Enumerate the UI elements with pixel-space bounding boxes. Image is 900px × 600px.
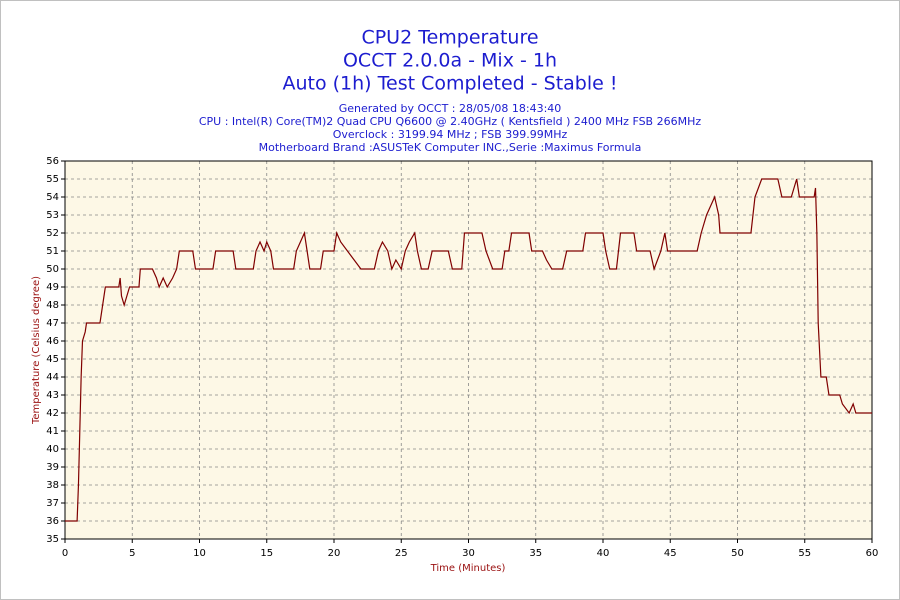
- x-tick-label: 35: [529, 548, 542, 559]
- y-tick-label: 53: [46, 210, 59, 221]
- y-tick-label: 51: [46, 246, 59, 257]
- x-tick-label: 45: [664, 548, 677, 559]
- x-tick-label: 10: [193, 548, 206, 559]
- plot-border: [64, 160, 873, 540]
- info-line: CPU : Intel(R) Core(TM)2 Quad CPU Q6600 …: [199, 115, 701, 128]
- y-tick-label: 43: [46, 390, 59, 401]
- y-tick-label: 44: [46, 372, 59, 383]
- y-axis-label: Temperature (Celsius degree): [31, 276, 42, 425]
- y-tick-label: 45: [46, 354, 59, 365]
- y-tick-label: 54: [46, 192, 59, 203]
- x-tick-label: 15: [260, 548, 273, 559]
- chart-title: CPU2 Temperature: [361, 27, 538, 49]
- x-tick-label: 5: [129, 548, 135, 559]
- y-tick-label: 56: [46, 156, 59, 167]
- chart-subtitle: Auto (1h) Test Completed - Stable !: [282, 73, 617, 95]
- info-line: Motherboard Brand :ASUSTeK Computer INC.…: [259, 141, 642, 154]
- x-tick-label: 55: [798, 548, 811, 559]
- x-tick-label: 20: [328, 548, 341, 559]
- y-tick-label: 47: [46, 318, 59, 329]
- y-tick-label: 52: [46, 228, 59, 239]
- y-tick-label: 42: [46, 408, 59, 419]
- chart-subtitle: OCCT 2.0.0a - Mix - 1h: [343, 50, 557, 72]
- x-tick-label: 50: [731, 548, 744, 559]
- y-tick-label: 40: [46, 444, 59, 455]
- y-tick-label: 36: [46, 516, 59, 527]
- y-tick-label: 41: [46, 426, 59, 437]
- y-tick-label: 38: [46, 480, 59, 491]
- y-tick-label: 55: [46, 174, 59, 185]
- y-tick-label: 39: [46, 462, 59, 473]
- x-tick-label: 30: [462, 548, 475, 559]
- y-tick-label: 49: [46, 282, 59, 293]
- y-tick-label: 35: [46, 534, 59, 545]
- info-line: Generated by OCCT : 28/05/08 18:43:40: [339, 102, 562, 115]
- x-axis-label: Time (Minutes): [430, 563, 506, 574]
- y-tick-label: 46: [46, 336, 59, 347]
- y-tick-label: 48: [46, 300, 59, 311]
- data-line: [65, 178, 872, 522]
- x-tick-label: 0: [62, 548, 68, 559]
- x-tick-label: 60: [866, 548, 879, 559]
- info-line: Overclock : 3199.94 MHz ; FSB 399.99MHz: [333, 128, 568, 141]
- x-tick-label: 40: [597, 548, 610, 559]
- y-tick-label: 37: [46, 498, 59, 509]
- y-tick-label: 50: [46, 264, 59, 275]
- x-tick-label: 25: [395, 548, 408, 559]
